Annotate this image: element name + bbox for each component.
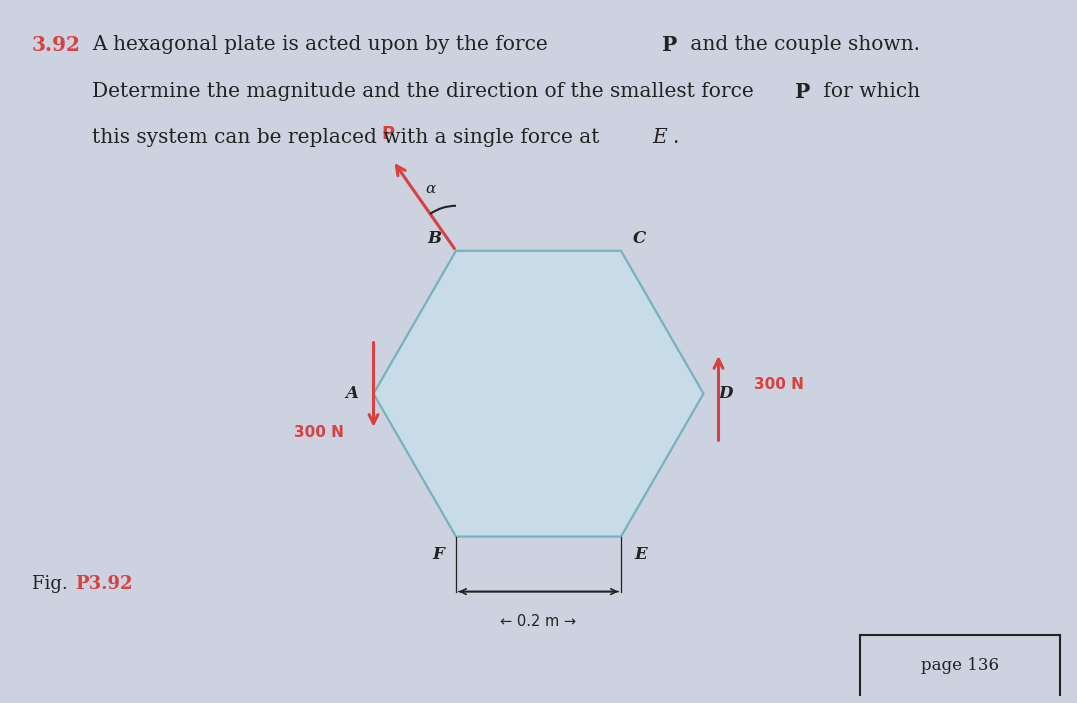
Text: B: B <box>426 231 440 247</box>
Text: F: F <box>432 546 444 563</box>
Text: P: P <box>662 35 677 55</box>
Text: α: α <box>425 182 435 196</box>
Text: P: P <box>795 82 810 101</box>
Text: ← 0.2 m →: ← 0.2 m → <box>501 614 576 628</box>
Text: for which: for which <box>817 82 920 101</box>
Text: C: C <box>632 231 645 247</box>
Text: E: E <box>634 546 647 563</box>
Text: page 136: page 136 <box>921 657 999 673</box>
Text: E: E <box>652 128 667 147</box>
Text: 3.92: 3.92 <box>32 35 81 55</box>
Text: A hexagonal plate is acted upon by the force: A hexagonal plate is acted upon by the f… <box>92 35 555 54</box>
Text: A: A <box>345 385 358 402</box>
Polygon shape <box>374 251 703 536</box>
Text: .: . <box>672 128 679 147</box>
Text: P3.92: P3.92 <box>75 575 132 593</box>
Text: Fig.: Fig. <box>32 575 73 593</box>
Text: 300 N: 300 N <box>294 425 344 440</box>
Text: Determine the magnitude and the direction of the smallest force: Determine the magnitude and the directio… <box>92 82 760 101</box>
Text: D: D <box>718 385 732 402</box>
Text: and the couple shown.: and the couple shown. <box>684 35 920 54</box>
Text: 300 N: 300 N <box>754 378 803 392</box>
Text: this system can be replaced with a single force at: this system can be replaced with a singl… <box>92 128 606 147</box>
Text: P: P <box>381 124 394 143</box>
